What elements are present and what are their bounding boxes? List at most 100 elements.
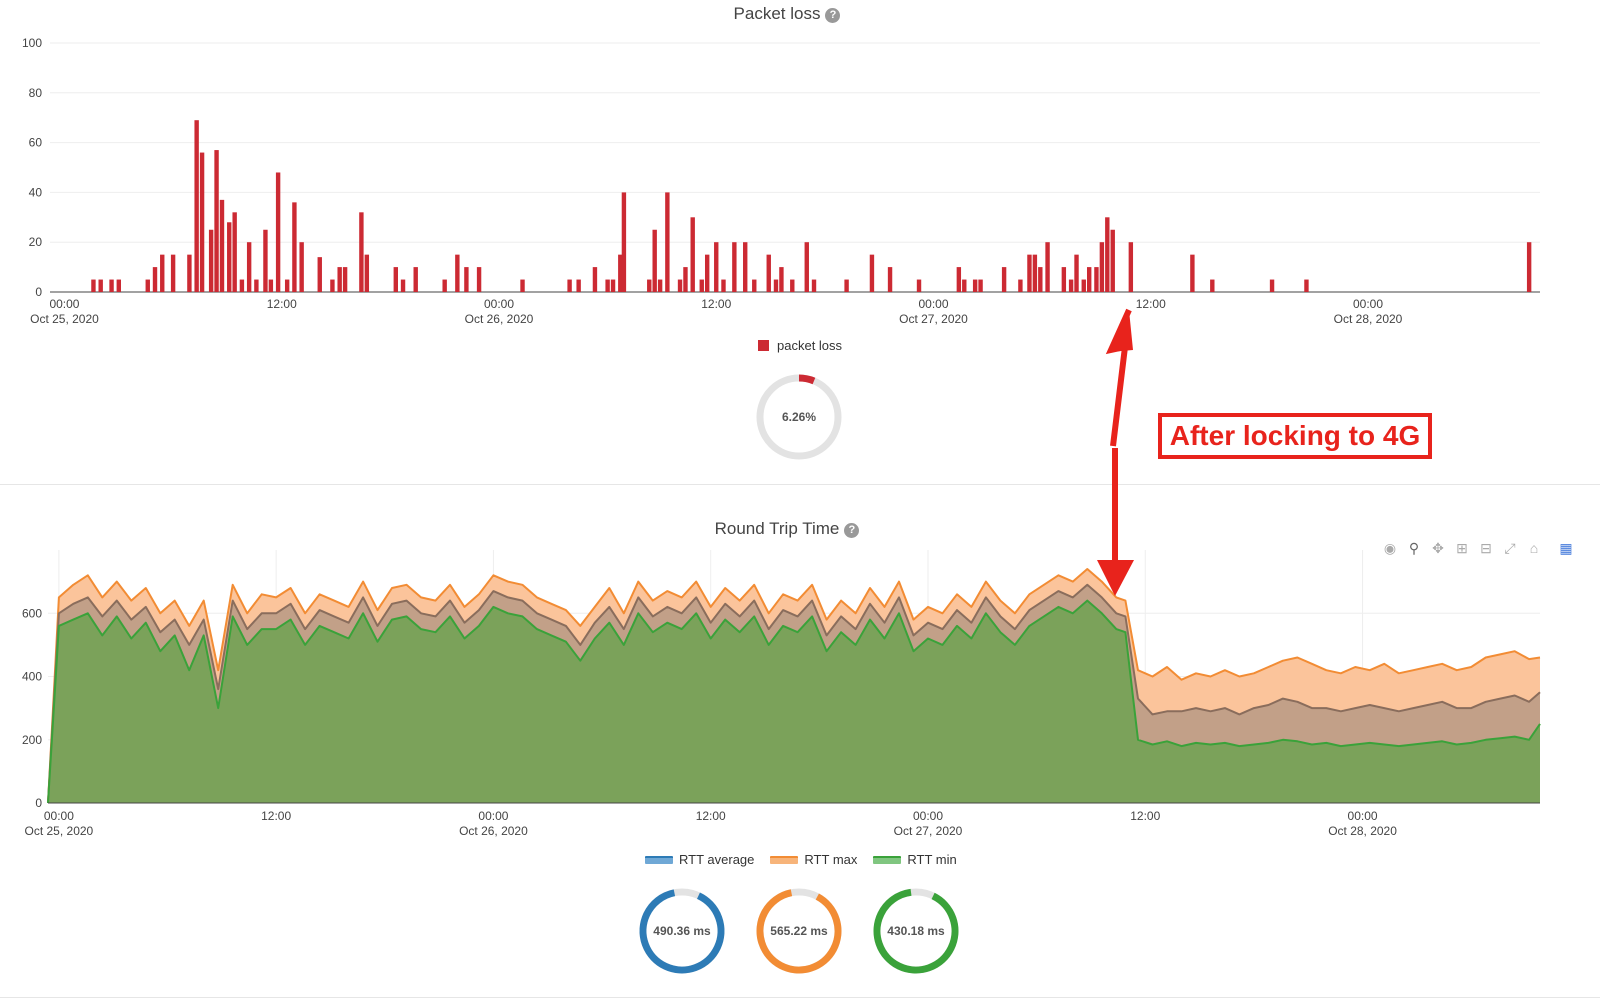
packet-loss-bar xyxy=(704,254,710,292)
x-tick-label: 00:00 xyxy=(44,809,74,823)
packet-loss-bar xyxy=(1032,254,1038,292)
packet-loss-bar xyxy=(1094,267,1099,292)
packet-loss-bar xyxy=(254,279,259,292)
packet-loss-bar xyxy=(804,242,809,292)
packet-loss-bar xyxy=(1038,267,1043,292)
packet-loss-bar xyxy=(766,254,771,292)
rtt-average-gauge-ring xyxy=(639,888,725,974)
x-tick-label: 12:00 xyxy=(267,297,297,311)
y-tick-label: 0 xyxy=(35,796,42,810)
packet-loss-bar xyxy=(844,279,849,292)
x-tick-label: 00:00 xyxy=(913,809,943,823)
packet-loss-bar xyxy=(1027,254,1032,292)
packet-loss-bar xyxy=(1210,279,1215,292)
y-tick-label: 100 xyxy=(22,36,42,50)
annotation-arrow-shaft-upper xyxy=(1105,308,1132,447)
x-tick-label: 12:00 xyxy=(696,809,726,823)
help-icon[interactable]: ? xyxy=(844,523,860,538)
rtt-min-gauge-ring xyxy=(873,888,959,974)
y-tick-label: 80 xyxy=(29,86,43,100)
packet-loss-bar xyxy=(1128,242,1134,292)
packet-loss-bar xyxy=(699,279,704,292)
autoscale-icon[interactable]: ⤢ xyxy=(1504,539,1516,556)
rtt-max-legend[interactable]: RTT max xyxy=(804,852,858,867)
reset-icon[interactable]: ⌂ xyxy=(1529,540,1539,556)
packet-loss-bar xyxy=(1099,242,1105,292)
packet-loss-bar xyxy=(199,152,205,292)
packet-loss-bar xyxy=(455,254,460,292)
rtt-average-gauge: 490.36 ms xyxy=(637,886,727,976)
x-tick-date-label: Oct 28, 2020 xyxy=(1334,312,1403,326)
packet-loss-bar xyxy=(665,192,670,292)
help-icon[interactable]: ? xyxy=(825,8,841,23)
plotly-logo-icon[interactable]: ▦ xyxy=(1559,539,1573,556)
packet-loss-bar xyxy=(1068,279,1074,292)
packet-loss-bar xyxy=(1045,242,1050,292)
rtt-min-legend[interactable]: RTT min xyxy=(907,852,957,867)
packet-loss-legend-label: packet loss xyxy=(777,338,843,353)
camera-icon[interactable]: ◉ xyxy=(1383,539,1397,556)
packet-loss-bar xyxy=(743,242,748,292)
packet-loss-bar xyxy=(621,192,627,292)
packet-loss-bar xyxy=(520,279,525,292)
rtt-legend: RTT average RTT max RTT min xyxy=(645,852,957,867)
packet-loss-bar xyxy=(194,120,199,292)
pan-icon[interactable]: ✥ xyxy=(1432,539,1444,556)
packet-loss-bar xyxy=(393,267,398,292)
packet-loss-bar xyxy=(400,279,406,292)
packet-loss-bar xyxy=(1086,267,1092,292)
rtt-average-legend[interactable]: RTT average xyxy=(679,852,755,867)
y-tick-label: 60 xyxy=(29,136,43,150)
packet-loss-bar xyxy=(956,267,962,292)
packet-loss-bar xyxy=(239,279,245,292)
zoom-in-icon[interactable]: ⊞ xyxy=(1456,539,1468,556)
rtt-max-gauge: 565.22 ms xyxy=(754,886,844,976)
packet-loss-bar xyxy=(152,267,158,292)
zoom-icon[interactable]: ⚲ xyxy=(1408,539,1420,556)
packet-loss-bar xyxy=(98,279,103,292)
annotation-text: After locking to 4G xyxy=(1169,420,1421,451)
packet-loss-bar xyxy=(1190,254,1195,292)
packet-loss-legend[interactable]: packet loss xyxy=(758,338,842,353)
zoom-out-icon[interactable]: ⊟ xyxy=(1480,539,1492,556)
rtt-average-gauge-value: 490.36 ms xyxy=(653,924,711,938)
y-tick-label: 200 xyxy=(22,733,42,747)
x-tick-label: 00:00 xyxy=(49,297,79,311)
packet-loss-bar xyxy=(962,279,967,292)
rtt-average-swatch xyxy=(645,855,673,864)
packet-loss-bar xyxy=(116,279,121,292)
packet-loss-bar xyxy=(337,267,342,292)
rtt-title: Round Trip Time? xyxy=(0,519,1574,539)
packet-loss-bar xyxy=(413,267,418,292)
packet-loss-bar xyxy=(268,279,274,292)
packet-loss-bar xyxy=(690,217,695,292)
packet-loss-bar xyxy=(330,279,335,292)
packet-loss-bar xyxy=(576,279,581,292)
x-tick-date-label: Oct 25, 2020 xyxy=(25,824,94,838)
rtt-max-line xyxy=(47,568,1541,804)
packet-loss-bar xyxy=(1526,242,1532,292)
packet-loss-bar xyxy=(364,254,370,292)
packet-loss-bar xyxy=(790,279,795,292)
packet-loss-bar xyxy=(1074,254,1079,292)
packet-loss-bar xyxy=(476,267,482,292)
packet-loss-bar xyxy=(732,242,737,292)
rtt-min-line xyxy=(47,599,1541,804)
x-tick-label: 12:00 xyxy=(1130,809,1160,823)
packet-loss-bar xyxy=(677,279,683,292)
packet-loss-gauge: 6.26% xyxy=(754,372,844,462)
y-tick-label: 0 xyxy=(35,285,42,299)
packet-loss-bar xyxy=(1304,279,1309,292)
chart-toolbar: ◉ ⚲ ✥ ⊞ ⊟ ⤢ ⌂ ▦ xyxy=(1382,539,1574,557)
packet-loss-bar xyxy=(811,279,817,292)
packet-loss-bar xyxy=(752,279,757,292)
packet-loss-bar xyxy=(214,150,219,292)
packet-loss-bar xyxy=(1105,217,1110,292)
packet-loss-bar xyxy=(187,254,192,292)
packet-loss-title: Packet loss? xyxy=(0,4,1574,24)
x-tick-label: 00:00 xyxy=(918,297,948,311)
packet-loss-bar xyxy=(683,267,688,292)
packet-loss-bar xyxy=(567,279,572,292)
